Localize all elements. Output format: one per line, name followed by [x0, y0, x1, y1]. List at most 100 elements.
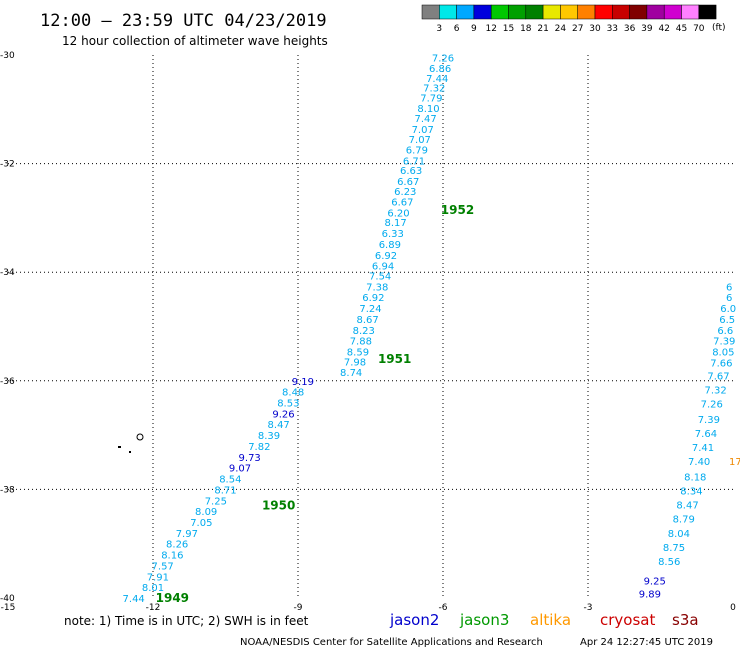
colorbar-swatch [646, 4, 665, 20]
swh-value-label: 7.88 [350, 337, 372, 348]
pass-labels: 1952 1951 1950 1949 [156, 203, 475, 605]
swh-value-label: 6.92 [375, 251, 397, 262]
colorbar-swatch [612, 4, 630, 20]
axis-ticks: -15 -12 -9 -6 -3 0-30-32-34-36-38-40 [0, 51, 736, 613]
swh-value-label: 7.98 [344, 357, 366, 368]
swh-value-label: 6.0 [720, 304, 736, 315]
colorbar-label: 15 [503, 24, 514, 34]
colorbar-swatch [439, 4, 457, 20]
satellite-legend: jason2 jason3 altika cryosat s3a [389, 611, 699, 629]
swh-value-label: 6.71 [403, 156, 425, 167]
swh-value-label: 9.89 [639, 590, 661, 601]
swh-value-label: 8.23 [353, 326, 375, 337]
data-points: 9.199.269.739.079.259.897.266.867.447.32… [123, 54, 740, 605]
x-tick-label: -6 [439, 603, 448, 613]
swh-value-label: 8.18 [684, 472, 706, 483]
y-tick-label: -34 [0, 268, 15, 278]
swh-value-label: 7.25 [205, 496, 227, 507]
swh-value-label: 7.05 [190, 518, 212, 529]
swh-value-label: 7.41 [692, 443, 714, 454]
island-outline [118, 433, 144, 453]
colorbar-label: 42 [658, 24, 669, 34]
x-tick-label: -12 [146, 603, 161, 613]
swh-value-label: 8.47 [676, 501, 698, 512]
colorbar-label: 36 [624, 24, 636, 34]
swh-value-label: 8.01 [142, 583, 164, 594]
colorbar-swatch [473, 4, 492, 20]
swh-value-label: 6.86 [429, 64, 451, 75]
swh-value-label: 9.26 [272, 409, 294, 420]
x-tick-label: -9 [294, 603, 303, 613]
swh-value-label: 9.19 [292, 377, 314, 388]
swh-value-label: 7.24 [359, 304, 381, 315]
swh-value-label: 6.20 [387, 208, 409, 219]
colorbar-unit: (ft) [712, 23, 726, 33]
swh-value-label: 7.64 [695, 429, 717, 440]
swh-value-label: 6 [726, 293, 732, 304]
colorbar-label: 12 [485, 24, 496, 34]
x-tick-label: -15 [1, 603, 16, 613]
swh-value-label: 7.40 [688, 457, 710, 468]
swh-value-label: 8.71 [214, 485, 236, 496]
swh-value-label: 8.67 [356, 315, 378, 326]
swh-value-label: 8.75 [663, 543, 685, 554]
legend-altika: altika [530, 611, 571, 629]
swh-value-label: 7.67 [707, 371, 729, 382]
colorbar-swatch [560, 4, 578, 20]
swh-value-label: 6.94 [372, 262, 394, 273]
colorbar-swatch [681, 4, 700, 20]
colorbar-swatch [456, 4, 475, 20]
swh-value-label: 6 [726, 282, 732, 293]
swh-value-label: 8.26 [166, 540, 188, 551]
y-tick-label: -40 [0, 594, 15, 604]
swh-value-label: 6.92 [362, 293, 384, 304]
swh-value-label: 7.97 [176, 529, 198, 540]
swh-value-label: 6.79 [406, 145, 428, 156]
swh-value-label: 8.17 [385, 218, 407, 229]
swh-value-label: 6.23 [394, 187, 416, 198]
swh-value-label: 9.73 [239, 453, 261, 464]
colorbar-label: 9 [471, 24, 477, 34]
swh-value-label: 8.04 [668, 529, 690, 540]
swh-value-label: 6.89 [379, 240, 401, 251]
pass-time-label: 1951 [378, 352, 411, 366]
swh-value-label: 8.10 [417, 104, 439, 115]
swh-value-label: 8.34 [680, 486, 702, 497]
swh-value-label: 8.48 [282, 388, 304, 399]
colorbar-swatch [594, 4, 613, 20]
colorbar-swatch [421, 4, 440, 20]
swh-value-label: 7.39 [713, 337, 735, 348]
colorbar-swatch [663, 4, 682, 20]
colorbar-label: 70 [693, 24, 705, 34]
colorbar-swatch [490, 4, 509, 20]
swh-value-label: 7.54 [369, 271, 391, 282]
swh-value-label: 7.91 [147, 572, 169, 583]
legend-jason3: jason3 [459, 611, 509, 629]
swh-value-label: 7.82 [248, 442, 270, 453]
swh-value-label: 8.74 [340, 368, 362, 379]
swh-value-label: 8.39 [258, 431, 280, 442]
swh-value-label: 6.33 [382, 229, 404, 240]
swh-value-label: 17 [729, 457, 740, 468]
colorbar-swatch [508, 4, 527, 20]
colorbar-label: 21 [537, 24, 548, 34]
grid-lines [8, 55, 733, 598]
swh-value-label: 8.16 [161, 551, 183, 562]
swh-value-label: 7.26 [432, 54, 454, 65]
pass-time-label: 1950 [262, 499, 295, 513]
swh-value-label: 8.59 [347, 347, 369, 358]
swh-value-label: 9.25 [644, 577, 666, 588]
swh-value-label: 7.32 [704, 385, 726, 396]
colorbar-label: 18 [520, 24, 532, 34]
swh-value-label: 7.79 [420, 93, 442, 104]
colorbar-swatch [629, 4, 648, 20]
swh-value-label: 7.44 [426, 74, 448, 85]
colorbar-label: 6 [454, 24, 460, 34]
swh-value-label: 8.54 [219, 475, 241, 486]
colorbar-label: 24 [555, 24, 567, 34]
pass-time-label: 1952 [441, 203, 474, 217]
note-text: note: 1) Time is in UTC; 2) SWH is in fe… [64, 614, 309, 628]
swh-value-label: 6.6 [717, 326, 733, 337]
swh-value-label: 6.5 [719, 315, 735, 326]
